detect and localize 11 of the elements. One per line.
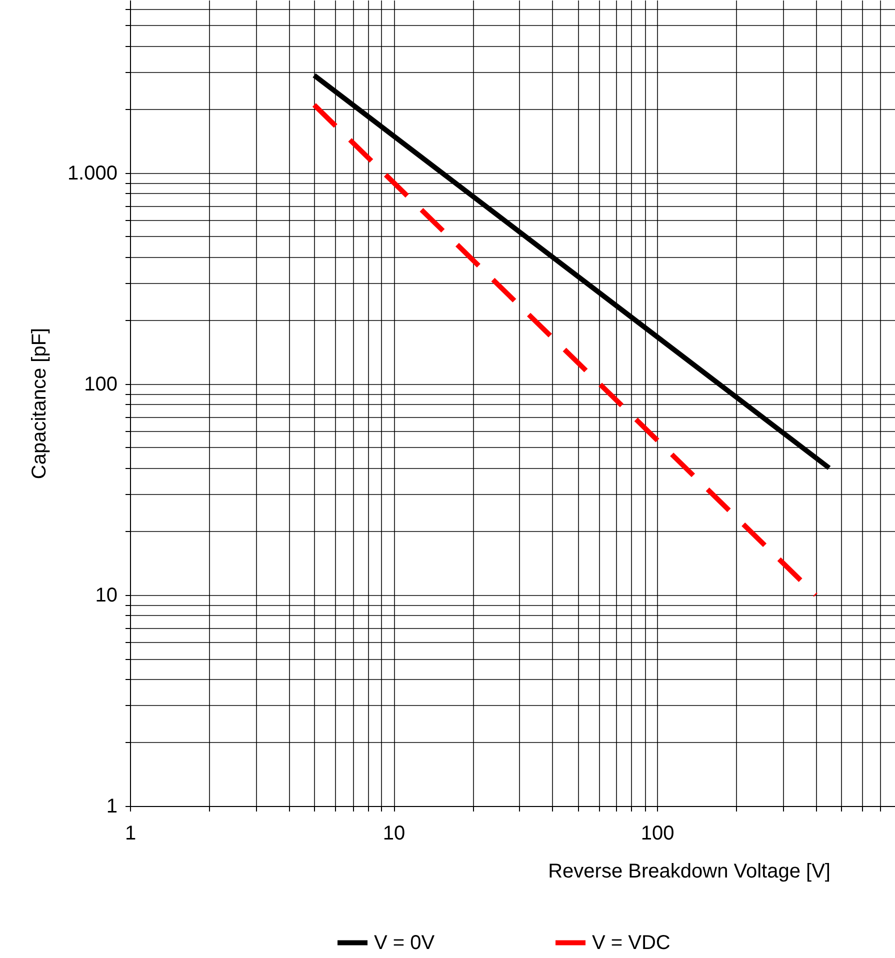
- x-tick-label: 10: [382, 822, 406, 844]
- x-tick-label: 1: [124, 822, 136, 844]
- y-tick-label: 10: [95, 584, 118, 606]
- y-axis-title: Capacitance [pF]: [28, 328, 50, 480]
- legend-label: V = 0V: [374, 932, 436, 954]
- y-tick-label: 1.000: [67, 162, 118, 184]
- y-tick-label: 100: [84, 373, 118, 396]
- legend-label: V = VDC: [592, 932, 670, 954]
- x-tick-label: 100: [640, 822, 674, 844]
- y-tick-label: 1: [106, 796, 118, 818]
- x-axis-title: Reverse Breakdown Voltage [V]: [548, 860, 830, 882]
